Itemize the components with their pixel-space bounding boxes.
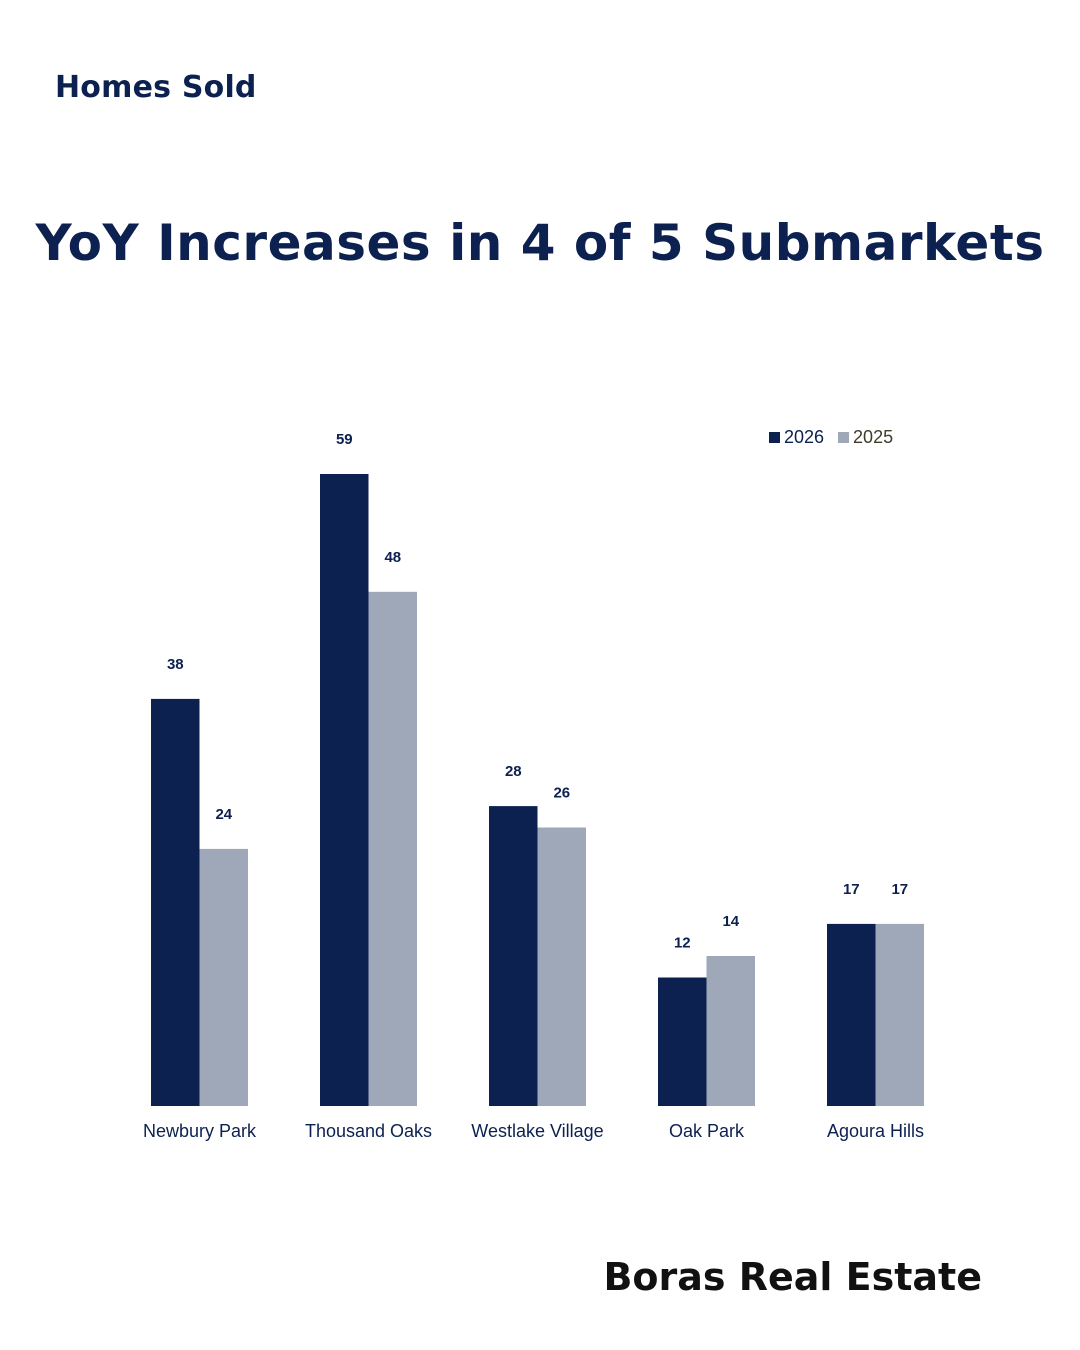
legend-label-2026: 2026 [784,427,825,447]
bar-2025-1 [368,591,417,1106]
data-label-2026-1: 59 [336,431,353,448]
category-label-1: Thousand Oaks [305,1121,432,1141]
chart-kicker: Homes Sold [55,70,257,105]
bar-2025-0 [199,848,248,1106]
data-label-2025-4: 17 [891,881,908,898]
category-label-0: Newbury Park [143,1121,257,1141]
chart-headline: YoY Increases in 4 of 5 Submarkets [35,214,1045,272]
legend-item-2026: 2026 [769,427,824,448]
data-label-2026-3: 12 [674,935,691,952]
legend-item-2025: 2025 [838,427,893,448]
bar-2026-3 [658,977,707,1106]
legend-label-2025: 2025 [853,427,894,447]
data-label-2026-2: 28 [505,763,522,780]
data-label-2025-0: 24 [215,806,232,823]
data-label-2026-4: 17 [843,881,860,898]
data-label-2026-0: 38 [167,656,184,673]
category-label-2: Westlake Village [471,1121,603,1141]
data-label-2025-1: 48 [384,549,401,566]
bar-2025-3 [706,956,755,1106]
bar-2026-2 [489,806,538,1106]
legend-swatch-2026 [769,432,780,443]
bar-2025-4 [875,923,924,1106]
bar-2026-1 [320,474,369,1106]
data-label-2025-2: 26 [553,785,570,802]
bar-2026-4 [827,923,876,1106]
brand-name: Boras Real Estate [603,1255,982,1299]
bar-2026-0 [151,698,200,1106]
category-label-3: Oak Park [669,1121,745,1141]
category-label-4: Agoura Hills [827,1121,924,1141]
data-label-2025-3: 14 [722,913,739,930]
bar-2025-2 [537,827,586,1106]
chart-legend: 2026 2025 [769,427,907,448]
legend-swatch-2025 [838,432,850,443]
